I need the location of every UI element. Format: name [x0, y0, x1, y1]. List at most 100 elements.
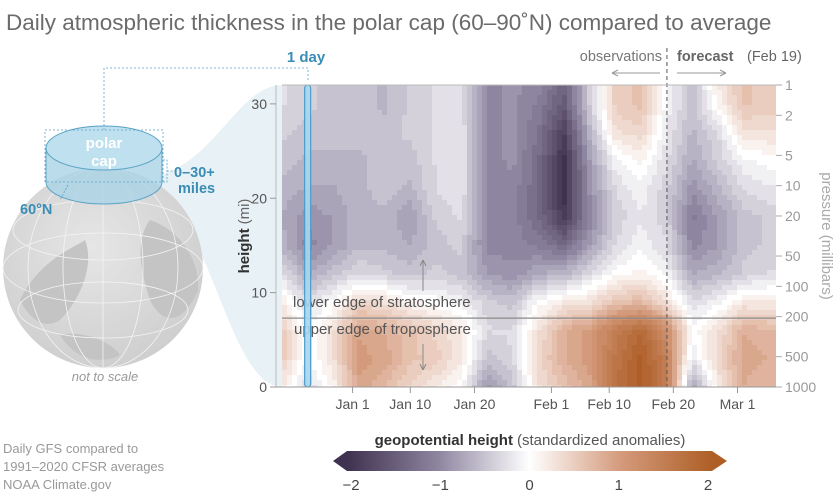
heatmap-cell [667, 95, 673, 101]
heatmap-cell [597, 280, 603, 286]
heatmap-cell [392, 100, 398, 106]
heatmap-cell [532, 285, 538, 291]
heatmap-cell [447, 215, 453, 221]
heatmap-cell [417, 90, 423, 96]
heatmap-cell [647, 220, 653, 226]
heatmap-cell [327, 110, 333, 116]
heatmap-cell [657, 240, 663, 246]
heatmap-cell [332, 345, 338, 351]
heatmap-cell [322, 240, 328, 246]
heatmap-cell [342, 290, 348, 296]
heatmap-cell [507, 130, 513, 136]
heatmap-cell [587, 320, 593, 326]
heatmap-cell [682, 100, 688, 106]
heatmap-cell [442, 270, 448, 276]
heatmap-cell [282, 290, 288, 296]
heatmap-cell [477, 210, 483, 216]
heatmap-cell [532, 290, 538, 296]
heatmap-cell [547, 130, 553, 136]
heatmap-cell [522, 255, 528, 261]
heatmap-cell [357, 290, 363, 296]
heatmap-cell [472, 375, 478, 381]
heatmap-cell [367, 155, 373, 161]
heatmap-cell [467, 185, 473, 191]
heatmap-cell [597, 310, 603, 316]
heatmap-cell [317, 305, 323, 311]
heatmap-cell [667, 210, 673, 216]
heatmap-cell [442, 245, 448, 251]
heatmap-cell [657, 85, 663, 91]
heatmap-cell [347, 345, 353, 351]
heatmap-cell [507, 385, 513, 387]
heatmap-cell [587, 350, 593, 356]
heatmap-cell [647, 375, 653, 381]
heatmap-cell [642, 230, 648, 236]
heatmap-cell [622, 110, 628, 116]
heatmap-cell [622, 285, 628, 291]
heatmap-cell [392, 280, 398, 286]
heatmap-cell [357, 85, 363, 91]
heatmap-cell [562, 110, 568, 116]
heatmap-cell [492, 155, 498, 161]
heatmap-cell [497, 370, 503, 376]
heatmap-cell [577, 85, 583, 91]
heatmap-cell [602, 370, 608, 376]
heatmap-cell [482, 235, 488, 241]
heatmap-cell [667, 220, 673, 226]
heatmap-cell [602, 155, 608, 161]
heatmap-cell [652, 125, 658, 131]
heatmap-cell [287, 290, 293, 296]
heatmap-cell [287, 160, 293, 166]
heatmap-cell [612, 180, 618, 186]
heatmap-cell [587, 240, 593, 246]
heatmap-cell [317, 215, 323, 221]
heatmap-cell [482, 265, 488, 271]
heatmap-cell [632, 360, 638, 366]
heatmap-cell [472, 340, 478, 346]
heatmap-cell [532, 260, 538, 266]
heatmap-cell [657, 235, 663, 241]
heatmap-cell [557, 195, 563, 201]
heatmap-cell [312, 265, 318, 271]
heatmap-cell [577, 300, 583, 306]
heatmap-cell [562, 355, 568, 361]
heatmap-cell [382, 135, 388, 141]
heatmap-cell [582, 125, 588, 131]
heatmap-cell [657, 250, 663, 256]
heatmap-cell [627, 185, 633, 191]
heatmap-cell [562, 205, 568, 211]
heatmap-cell [622, 375, 628, 381]
heatmap-cell [322, 330, 328, 336]
heatmap-cell [637, 125, 643, 131]
heatmap-cell [372, 295, 378, 301]
heatmap-cell [292, 375, 298, 381]
heatmap-cell [347, 170, 353, 176]
heatmap-cell [677, 295, 683, 301]
heatmap-cell [397, 140, 403, 146]
heatmap-cell [547, 195, 553, 201]
heatmap-cell [447, 90, 453, 96]
heatmap-cell [297, 385, 303, 387]
heatmap-cell [352, 110, 358, 116]
heatmap-cell [342, 100, 348, 106]
heatmap-cell [552, 140, 558, 146]
heatmap-cell [477, 345, 483, 351]
heatmap-cell [627, 115, 633, 121]
heatmap-cell [312, 385, 318, 387]
heatmap-cell [562, 380, 568, 386]
heatmap-cell [347, 175, 353, 181]
heatmap-cell [487, 375, 493, 381]
heatmap-cell [362, 290, 368, 296]
heatmap-cell [452, 320, 458, 326]
heatmap-cell [387, 285, 393, 291]
heatmap-cell [597, 155, 603, 161]
heatmap-cell [532, 135, 538, 141]
heatmap-cell [497, 335, 503, 341]
heatmap-cell [577, 150, 583, 156]
heatmap-cell [287, 215, 293, 221]
heatmap-cell [402, 285, 408, 291]
heatmap-cell [482, 245, 488, 251]
heatmap-cell [517, 230, 523, 236]
heatmap-cell [642, 320, 648, 326]
heatmap-cell [442, 350, 448, 356]
